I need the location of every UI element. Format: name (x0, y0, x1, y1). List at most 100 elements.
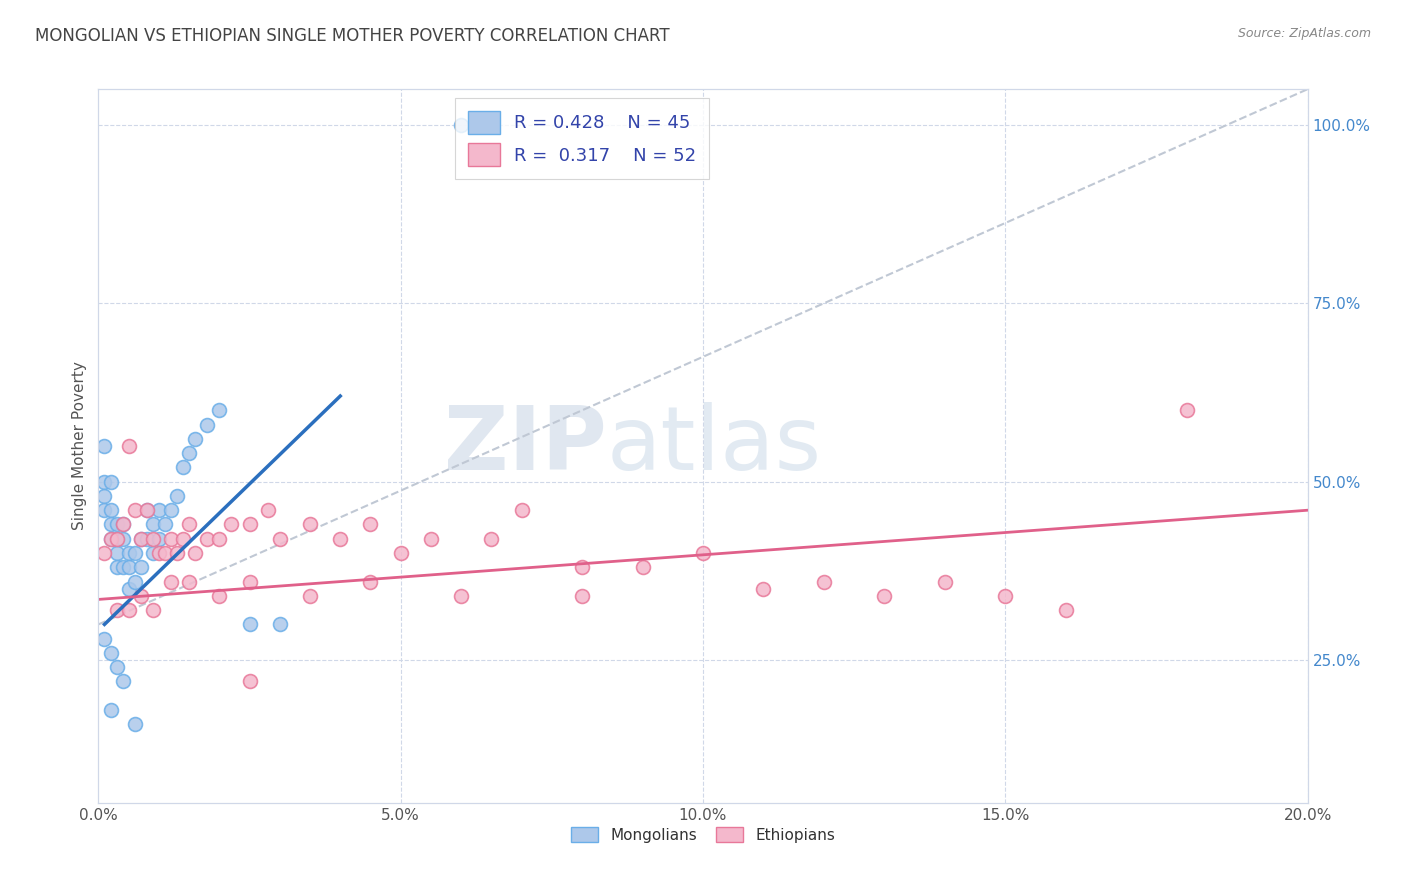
Point (195, 417, 218, 432)
Point (129, 589, 152, 603)
Point (148, 532, 170, 546)
Point (994, 589, 1017, 603)
Point (166, 489, 188, 503)
Point (135, 503, 157, 517)
Point (93, 503, 115, 517)
Point (105, 532, 128, 546)
Point (129, 532, 152, 546)
Point (100, 532, 122, 546)
Point (172, 532, 194, 546)
Point (360, 574, 382, 589)
Point (111, 532, 134, 546)
Point (208, 403, 231, 417)
Y-axis label: Single Mother Poverty: Single Mother Poverty (72, 361, 87, 531)
Point (93, 439, 115, 453)
Point (571, 589, 593, 603)
Point (93, 489, 115, 503)
Point (142, 603, 165, 617)
Point (129, 532, 152, 546)
Point (118, 582, 141, 596)
Point (100, 646, 122, 660)
Point (208, 589, 231, 603)
Point (105, 546, 128, 560)
Point (239, 517, 262, 532)
Point (124, 574, 146, 589)
Point (148, 503, 170, 517)
Point (160, 574, 183, 589)
Point (450, 589, 472, 603)
Point (1175, 403, 1198, 417)
Point (1054, 603, 1077, 617)
Point (389, 546, 412, 560)
Point (118, 560, 141, 574)
Point (105, 660, 128, 674)
Point (105, 517, 128, 532)
Text: atlas: atlas (606, 402, 821, 490)
Point (118, 439, 141, 453)
Point (160, 532, 183, 546)
Point (269, 532, 291, 546)
Point (142, 532, 165, 546)
Point (360, 517, 382, 532)
Text: MONGOLIAN VS ETHIOPIAN SINGLE MOTHER POVERTY CORRELATION CHART: MONGOLIAN VS ETHIOPIAN SINGLE MOTHER POV… (35, 27, 669, 45)
Point (256, 503, 278, 517)
Point (148, 546, 170, 560)
Point (179, 446, 201, 460)
Point (631, 560, 654, 574)
Point (135, 503, 157, 517)
Point (195, 532, 218, 546)
Point (269, 617, 291, 632)
Point (420, 532, 443, 546)
Point (142, 517, 165, 532)
Point (100, 517, 122, 532)
Point (239, 617, 262, 632)
Point (208, 532, 231, 546)
Point (239, 574, 262, 589)
Point (100, 703, 122, 717)
Point (179, 517, 201, 532)
Point (93, 546, 115, 560)
Point (111, 517, 134, 532)
Point (692, 546, 714, 560)
Point (166, 546, 188, 560)
Point (184, 546, 207, 560)
Point (100, 475, 122, 489)
Point (184, 432, 207, 446)
Point (100, 503, 122, 517)
Point (752, 582, 775, 596)
Point (221, 517, 243, 532)
Point (129, 560, 152, 574)
Point (124, 503, 146, 517)
Point (172, 460, 194, 475)
Point (299, 589, 322, 603)
Point (111, 674, 134, 689)
Point (111, 517, 134, 532)
Point (105, 532, 128, 546)
Point (124, 717, 146, 731)
Legend: Mongolians, Ethiopians: Mongolians, Ethiopians (565, 821, 841, 848)
Point (93, 632, 115, 646)
Point (873, 589, 896, 603)
Point (571, 560, 593, 574)
Point (105, 603, 128, 617)
Point (105, 560, 128, 574)
Point (153, 517, 176, 532)
Point (813, 574, 835, 589)
Point (450, 118, 472, 132)
Point (239, 674, 262, 689)
Point (100, 532, 122, 546)
Point (135, 532, 157, 546)
Point (153, 546, 176, 560)
Point (179, 574, 201, 589)
Point (160, 503, 183, 517)
Point (510, 503, 533, 517)
Text: ZIP: ZIP (443, 402, 606, 490)
Point (299, 517, 322, 532)
Text: Source: ZipAtlas.com: Source: ZipAtlas.com (1237, 27, 1371, 40)
Point (329, 532, 352, 546)
Point (118, 546, 141, 560)
Point (481, 532, 503, 546)
Point (934, 574, 956, 589)
Point (93, 475, 115, 489)
Point (118, 603, 141, 617)
